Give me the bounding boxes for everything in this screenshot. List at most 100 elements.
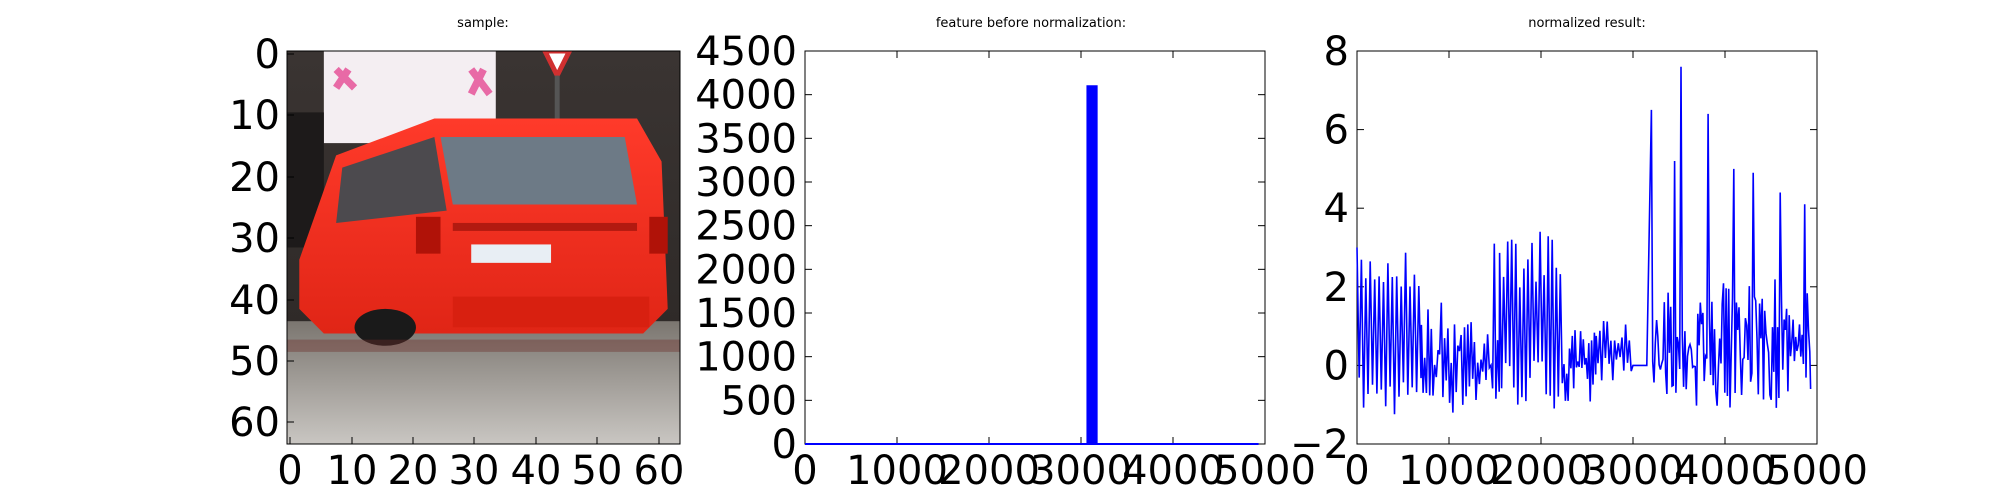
sample-xtick: 50	[572, 437, 623, 494]
normalized-ytick: 8	[1324, 29, 1817, 75]
feature-xtick-label: 1000	[846, 448, 948, 494]
normalized-xtick: 3000	[1582, 51, 1684, 494]
sample-xtick: 30	[449, 437, 500, 494]
sample-ytick-label: 10	[229, 93, 280, 139]
feature-xtick: 0	[792, 51, 818, 494]
feature-ytick-label: 3500	[695, 116, 797, 162]
normalized-ytick-label: 4	[1324, 186, 1349, 232]
normalized-ytick-label: 0	[1324, 343, 1349, 389]
normalized-panel: normalized result: 0 10002000300040005000…	[1290, 16, 1868, 494]
sample-xtick-label: 60	[634, 448, 685, 494]
feature-ytick-label: 3000	[695, 160, 797, 206]
sample-xtick-label: 30	[449, 448, 500, 494]
sample-ytick-label: 40	[229, 278, 280, 324]
feature-ytick-label: 500	[721, 378, 797, 424]
feature-chart: 0 100020003000400050000500100015002000250…	[695, 29, 1316, 494]
feature-series-line	[805, 85, 1259, 445]
feature-xtick-label: 5000	[1214, 448, 1316, 494]
normalized-xtick-label: 4000	[1674, 448, 1776, 494]
normalized-xtick: 1000	[1398, 51, 1500, 494]
sample-ytick-label: 20	[229, 155, 280, 201]
sample-xtick-label: 50	[572, 448, 623, 494]
normalized-ytick-label: 2	[1324, 265, 1349, 311]
normalized-ytick: 2	[1324, 265, 1817, 311]
normalized-ytick: 4	[1324, 186, 1817, 232]
sample-ytick: 0	[255, 32, 294, 78]
feature-panel: feature before normalization: 0 100020003…	[695, 16, 1316, 494]
normalized-ytick-label: −2	[1290, 422, 1349, 468]
sample-xtick-label: 40	[511, 448, 562, 494]
sample-ytick: 10	[229, 93, 294, 139]
feature-ytick: 500	[721, 378, 1265, 424]
sample-ytick: 30	[229, 216, 294, 262]
feature-ytick: 0	[772, 422, 1265, 468]
normalized-ytick-label: 6	[1324, 108, 1349, 154]
normalized-xtick-label: 2000	[1490, 448, 1592, 494]
normalized-xtick-label: 0	[1344, 448, 1369, 494]
feature-xtick: 3000	[1030, 51, 1132, 494]
feature-ytick-label: 4500	[695, 29, 797, 75]
feature-xtick-label: 3000	[1030, 448, 1132, 494]
normalized-ytick: 6	[1324, 108, 1817, 154]
normalized-ytick-label: 8	[1324, 29, 1349, 75]
sample-panel-frame	[286, 50, 681, 445]
feature-ytick: 2000	[695, 247, 1265, 293]
normalized-xtick-label: 5000	[1766, 448, 1868, 494]
normalized-xtick-label: 3000	[1582, 448, 1684, 494]
feature-xtick: 2000	[938, 51, 1040, 494]
sample-xtick: 20	[388, 437, 439, 494]
sample-panel-xticks: 0 10 20 30 40 50	[277, 437, 684, 494]
sample-ytick-label: 60	[229, 400, 280, 446]
feature-ytick: 1500	[695, 291, 1265, 337]
feature-ytick-label: 1000	[695, 335, 797, 381]
sample-ytick: 60	[229, 400, 294, 446]
normalized-xtick: 5000	[1766, 51, 1868, 494]
sample-ytick: 20	[229, 155, 294, 201]
sample-xtick-label: 10	[327, 448, 378, 494]
feature-xtick-label: 4000	[1122, 448, 1224, 494]
feature-ytick-label: 4000	[695, 73, 797, 119]
feature-ytick-label: 2500	[695, 204, 797, 250]
normalized-panel-title: normalized result:	[1528, 16, 1646, 31]
sample-ytick: 50	[229, 339, 294, 385]
normalized-xtick: 0	[1344, 51, 1370, 494]
feature-ytick: 4000	[695, 73, 1265, 119]
sample-ytick: 40	[229, 278, 294, 324]
feature-plot-frame	[804, 50, 1266, 445]
feature-ytick-label: 2000	[695, 247, 797, 293]
sample-xtick: 0	[277, 437, 303, 494]
feature-xtick: 1000	[846, 51, 948, 494]
sample-xtick-label: 20	[388, 448, 439, 494]
feature-ytick: 1000	[695, 335, 1265, 381]
sample-ytick-label: 50	[229, 339, 280, 385]
sample-xtick-label: 0	[277, 448, 302, 494]
normalized-ytick: 0	[1324, 343, 1817, 389]
normalized-series-line	[1356, 66, 1812, 415]
sample-ytick-label: 0	[255, 32, 280, 78]
sample-panel: sample:	[229, 16, 684, 494]
feature-ytick-label: 1500	[695, 291, 797, 337]
sample-panel-title: sample:	[457, 16, 509, 31]
sample-panel-yticks: 0 10 20 30 40 50	[229, 32, 294, 446]
sample-xtick: 40	[511, 437, 562, 494]
normalized-xtick: 4000	[1674, 51, 1776, 494]
feature-ytick: 4500	[695, 29, 1265, 75]
normalized-xtick: 2000	[1490, 51, 1592, 494]
car-image	[287, 51, 680, 444]
feature-ytick: 3500	[695, 116, 1265, 162]
sample-xtick: 10	[327, 437, 378, 494]
feature-xtick-label: 0	[792, 448, 817, 494]
sample-ytick-label: 30	[229, 216, 280, 262]
normalized-ytick: −2	[1290, 422, 1817, 468]
feature-xtick-label: 2000	[938, 448, 1040, 494]
feature-ytick: 2500	[695, 204, 1265, 250]
feature-xtick: 4000	[1122, 51, 1224, 494]
feature-xtick: 5000	[1214, 51, 1316, 494]
feature-panel-title: feature before normalization:	[936, 16, 1126, 31]
feature-ytick-label: 0	[772, 422, 797, 468]
normalized-xtick-label: 1000	[1398, 448, 1500, 494]
sample-xtick: 60	[634, 437, 685, 494]
feature-ytick: 3000	[695, 160, 1265, 206]
